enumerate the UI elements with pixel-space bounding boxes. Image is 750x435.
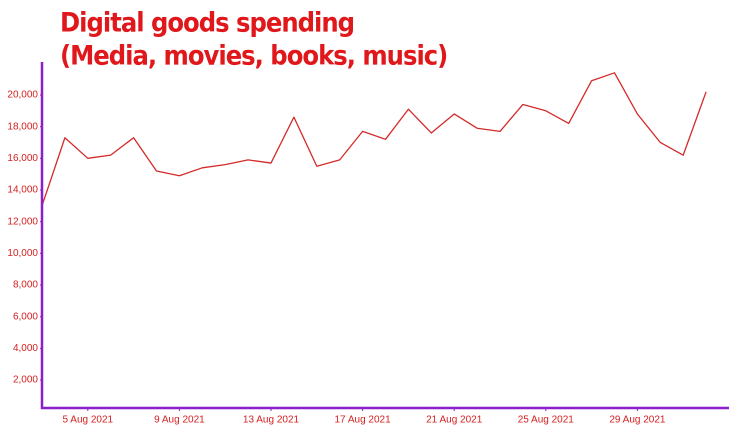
x-tick-label: 25 Aug 2021 xyxy=(518,415,575,426)
y-tick-label: 16,000 xyxy=(7,153,38,164)
y-tick-label: 2,000 xyxy=(13,375,38,386)
y-tick-label: 6,000 xyxy=(13,311,38,322)
x-tick-label: 13 Aug 2021 xyxy=(243,415,300,426)
y-tick-label: 14,000 xyxy=(7,185,38,196)
x-tick-label: 5 Aug 2021 xyxy=(62,415,113,426)
x-tick-label: 9 Aug 2021 xyxy=(154,415,205,426)
y-tick-label: 8,000 xyxy=(13,280,38,291)
y-tick-label: 18,000 xyxy=(7,121,38,132)
y-tick-label: 12,000 xyxy=(7,216,38,227)
line-series xyxy=(41,72,707,207)
x-tick-label: 21 Aug 2021 xyxy=(426,415,483,426)
x-tick-label: 17 Aug 2021 xyxy=(335,415,392,426)
y-tick-label: 4,000 xyxy=(13,343,38,354)
y-tick-label: 10,000 xyxy=(7,248,38,259)
y-tick-label: 20,000 xyxy=(7,90,38,101)
chart-title: Digital goods spending xyxy=(60,8,354,39)
chart-title: (Media, movies, books, music) xyxy=(60,41,447,72)
x-tick-label: 29 Aug 2021 xyxy=(609,415,666,426)
